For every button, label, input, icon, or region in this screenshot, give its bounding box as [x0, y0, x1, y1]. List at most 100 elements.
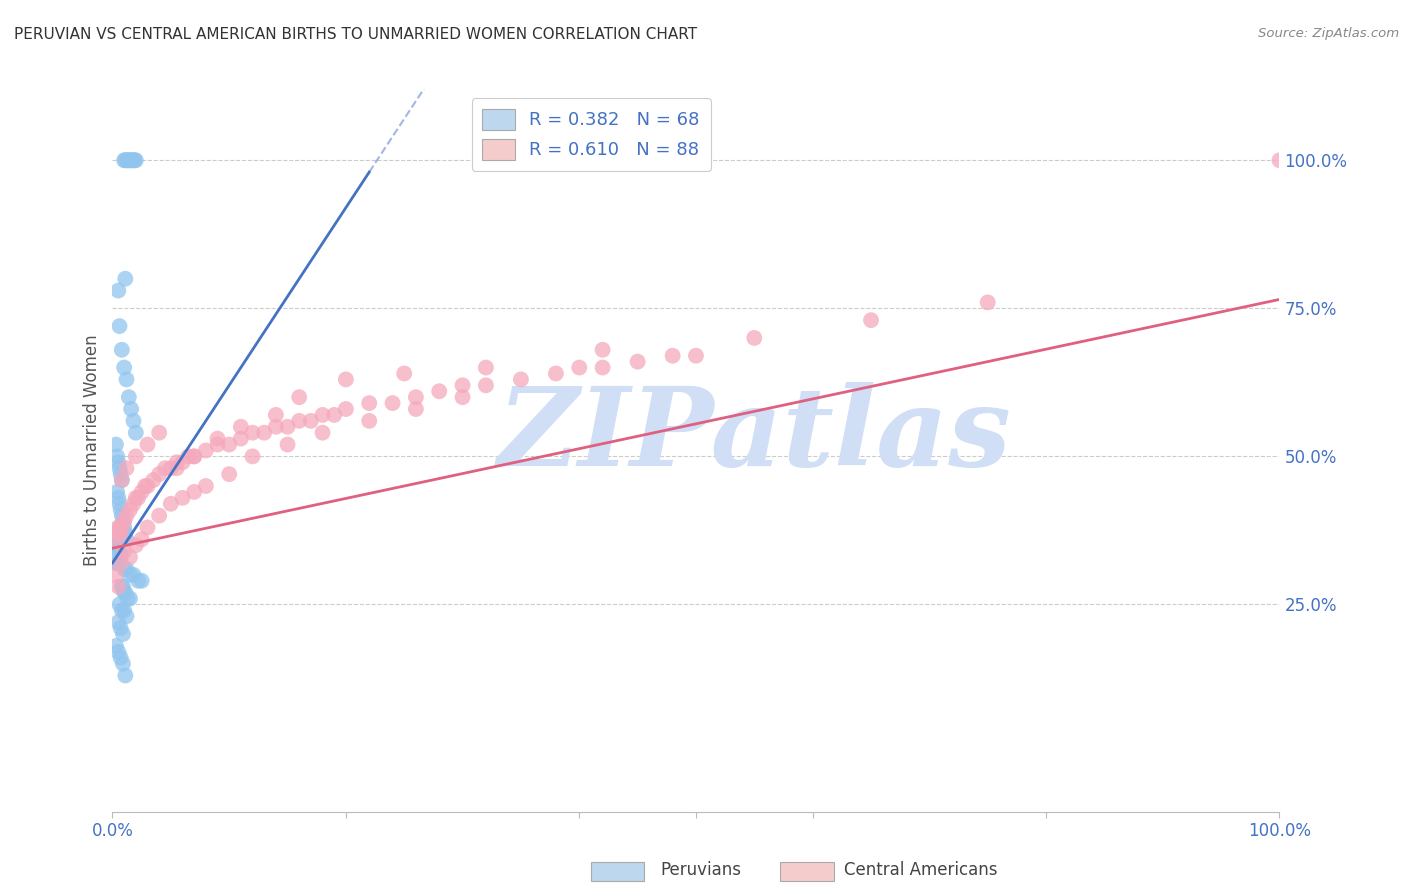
Point: [166, 461, 188, 475]
Point: [568, 360, 591, 375]
Point: [311, 425, 333, 440]
Point: [120, 153, 142, 168]
Point: [288, 414, 311, 428]
Point: [381, 396, 404, 410]
Point: [110, 650, 132, 665]
Point: [114, 153, 136, 168]
Point: [120, 402, 142, 417]
Point: [148, 467, 170, 482]
Text: ZIPatlas: ZIPatlas: [498, 383, 1011, 490]
Point: [118, 550, 141, 565]
Point: [194, 443, 217, 458]
Point: [112, 585, 135, 599]
Point: [218, 437, 240, 451]
Point: [194, 479, 217, 493]
Point: [112, 360, 135, 375]
Point: [108, 598, 131, 612]
Point: [107, 284, 129, 298]
Point: [122, 497, 145, 511]
Point: [107, 645, 129, 659]
Point: [111, 580, 134, 594]
Point: [108, 461, 131, 475]
Point: [160, 461, 183, 475]
Point: [359, 396, 381, 410]
Point: [172, 491, 194, 505]
Point: [118, 502, 141, 516]
Point: [111, 627, 134, 641]
Point: [104, 567, 127, 582]
Point: [104, 556, 127, 570]
Point: [122, 153, 145, 168]
Point: [105, 556, 128, 570]
Point: [288, 390, 311, 404]
Point: [115, 461, 138, 475]
Point: [148, 508, 170, 523]
Point: [117, 153, 139, 168]
Point: [242, 450, 264, 464]
Point: [118, 390, 141, 404]
Point: [229, 432, 252, 446]
Point: [108, 319, 131, 334]
Point: [108, 497, 131, 511]
Point: [110, 467, 132, 482]
Point: [661, 349, 683, 363]
Point: [105, 484, 128, 499]
Point: [122, 414, 145, 428]
Point: [107, 520, 129, 534]
Point: [142, 473, 165, 487]
Point: [1268, 153, 1291, 168]
Text: Peruvians: Peruvians: [661, 861, 742, 879]
Point: [110, 526, 132, 541]
Point: [111, 343, 134, 357]
Point: [112, 544, 135, 558]
Point: [405, 390, 427, 404]
Point: [207, 437, 229, 451]
Point: [125, 425, 148, 440]
Point: [299, 414, 322, 428]
Point: [335, 372, 357, 386]
Point: [744, 331, 766, 345]
Point: [451, 378, 474, 392]
Point: [112, 603, 135, 617]
Point: [860, 313, 883, 327]
Point: [264, 419, 287, 434]
Point: [115, 533, 138, 547]
Point: [111, 520, 134, 534]
Point: [264, 408, 287, 422]
Point: [148, 425, 170, 440]
Point: [125, 153, 148, 168]
Point: [117, 591, 139, 606]
Point: [115, 508, 138, 523]
Point: [121, 153, 143, 168]
Point: [114, 526, 136, 541]
Point: [544, 367, 567, 381]
Point: [118, 153, 141, 168]
Point: [111, 473, 134, 487]
Legend: R = 0.382   N = 68, R = 0.610   N = 88: R = 0.382 N = 68, R = 0.610 N = 88: [471, 98, 710, 170]
Point: [127, 574, 149, 588]
Point: [475, 360, 498, 375]
Point: [111, 657, 134, 671]
Point: [107, 455, 129, 469]
Point: [107, 615, 129, 630]
Point: [359, 414, 381, 428]
Point: [153, 461, 176, 475]
Point: [134, 479, 156, 493]
Point: [111, 580, 134, 594]
Point: [105, 538, 128, 552]
Point: [124, 153, 146, 168]
Point: [405, 402, 427, 417]
Point: [276, 437, 298, 451]
Point: [111, 508, 134, 523]
Point: [183, 450, 205, 464]
Point: [114, 585, 136, 599]
Point: [509, 372, 531, 386]
Point: [592, 360, 614, 375]
Point: [111, 515, 134, 529]
Point: [592, 343, 614, 357]
Point: [114, 668, 136, 682]
Point: [115, 562, 138, 576]
Point: [107, 544, 129, 558]
Point: [136, 437, 159, 451]
Point: [115, 153, 138, 168]
